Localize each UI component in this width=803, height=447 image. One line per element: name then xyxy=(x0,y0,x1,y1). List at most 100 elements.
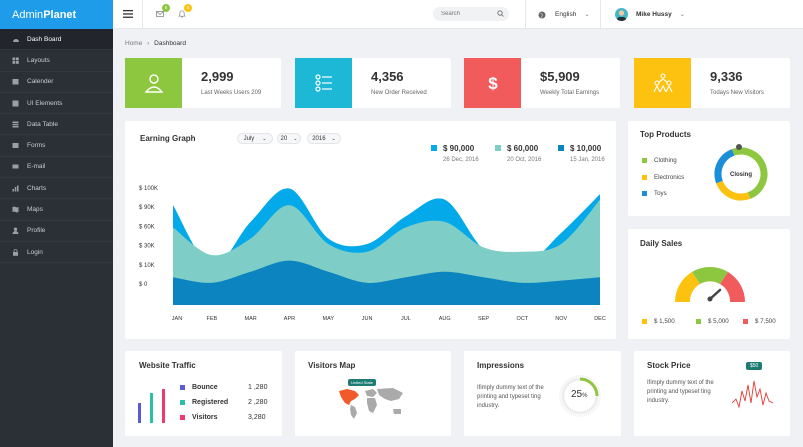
mail-badge: 5 xyxy=(162,3,170,12)
earning-legend-item: $ 60,000 20 Oct, 2016 xyxy=(495,144,541,163)
map-tooltip: United State xyxy=(348,379,377,386)
x-tick-label: NOV xyxy=(555,316,567,322)
legend-value: $ 90,000 xyxy=(443,144,475,153)
x-tick-label: APR xyxy=(284,316,295,322)
sidebar-item-maps[interactable]: Maps xyxy=(0,199,113,221)
sidebar-item-forms[interactable]: Forms xyxy=(0,135,113,157)
y-tick-label: $ 10K xyxy=(139,263,155,269)
stock-sparkline xyxy=(732,380,774,409)
impressions-title: Impressions xyxy=(477,361,525,370)
legend-swatch xyxy=(642,319,647,324)
year-value: 2016 xyxy=(312,135,326,142)
legend-date: 20 Oct, 2016 xyxy=(507,157,542,163)
user-menu[interactable]: Mike Hussy ⌄ xyxy=(600,0,803,29)
search-input[interactable] xyxy=(433,7,509,21)
chevron-down-icon: ⌄ xyxy=(584,12,590,18)
visitors-map-title: Visitors Map xyxy=(308,361,356,370)
traffic-label: Visitors xyxy=(192,414,218,421)
x-tick-label: AUG xyxy=(439,316,451,322)
year-select[interactable]: 2016 ⌄ xyxy=(307,133,341,144)
bell-icon xyxy=(178,10,186,18)
daily-sales-label: $ 1,500 xyxy=(654,318,675,325)
stat-icon-box: $ xyxy=(464,58,521,108)
daily-sales-gauge xyxy=(675,267,745,302)
x-tick-label: JUL xyxy=(401,316,411,322)
daily-sales-label: $ 5,000 xyxy=(708,318,729,325)
visitors-icon xyxy=(653,73,672,93)
stat-label: New Order Received xyxy=(371,90,427,96)
month-select[interactable]: July ⌄ xyxy=(237,133,273,144)
svg-text:$: $ xyxy=(488,74,498,93)
table-icon xyxy=(12,121,19,128)
sidebar-item-label: Data Table xyxy=(27,120,58,128)
legend-value: $ 10,000 xyxy=(570,144,602,153)
sidebar-item-calender[interactable]: Calender xyxy=(0,72,113,93)
sidebar-item-label: Layouts xyxy=(27,56,50,64)
user-avatar-icon xyxy=(617,10,626,21)
daily-sales-item: $ 7,500 xyxy=(743,318,776,325)
users-icon xyxy=(144,74,163,93)
sidebar-item-e-mail[interactable]: E-mail xyxy=(0,157,113,179)
sidebar-item-label: Profile xyxy=(27,227,46,235)
top-product-item: Electronics xyxy=(642,174,684,181)
visitors-map-card: Visitors Map United State xyxy=(295,351,451,436)
stat-value: 2,999 xyxy=(201,69,234,84)
sidebar-item-dash-board[interactable]: Dash Board xyxy=(0,29,113,51)
x-tick-label: MAR xyxy=(245,316,257,322)
impressions-card: Impressions Ifimply dummy text of the pr… xyxy=(464,351,621,436)
sidebar-item-profile[interactable]: Profile xyxy=(0,221,113,242)
language-label: English xyxy=(555,11,577,18)
breadcrumb: Home › Dashboard xyxy=(125,40,186,47)
mail-button[interactable]: 5 xyxy=(149,0,171,29)
world-map[interactable] xyxy=(337,385,407,421)
dashboard-icon xyxy=(13,38,19,42)
menu-toggle-button[interactable] xyxy=(113,0,143,29)
day-value: 20 xyxy=(280,135,288,142)
legend-swatch xyxy=(180,385,185,390)
stat-card: 9,336 Todays New Visitors xyxy=(634,58,790,108)
email-icon xyxy=(12,164,19,169)
stat-icon-box xyxy=(125,58,182,108)
search-icon[interactable] xyxy=(497,10,504,17)
stat-icon-box xyxy=(634,58,691,108)
stat-card: $ $5,909 Weekly Total Earnings xyxy=(464,58,620,108)
language-selector[interactable]: English ⌄ xyxy=(525,0,600,29)
traffic-value: 1 ,280 xyxy=(248,384,268,391)
y-tick-label: $ 60K xyxy=(139,224,155,230)
legend-swatch xyxy=(642,158,647,163)
legend-swatch xyxy=(180,400,185,405)
legend-swatch xyxy=(495,145,501,151)
chevron-down-icon: ⌄ xyxy=(262,135,267,142)
top-products-title: Top Products xyxy=(640,130,691,139)
sidebar-item-ui-elements[interactable]: UI Elements xyxy=(0,93,113,115)
earning-area-chart: $ 100K $ 90K $ 60K $ 30K $ 10K $ 0 JAN FEB MAR AP… xyxy=(139,186,606,322)
avatar xyxy=(615,8,628,21)
sidebar-item-charts[interactable]: Charts xyxy=(0,178,113,200)
ui-elements-icon xyxy=(12,100,19,107)
hamburger-icon xyxy=(122,10,133,18)
impressions-value: 25% xyxy=(571,389,587,400)
top-product-label: Clothing xyxy=(654,157,677,164)
legend-swatch xyxy=(696,319,701,324)
top-product-label: Toys xyxy=(654,190,667,197)
legend-swatch xyxy=(743,319,748,324)
sidebar-item-layouts[interactable]: Layouts xyxy=(0,50,113,72)
lock-icon xyxy=(13,248,18,256)
sidebar-item-login[interactable]: Login xyxy=(0,242,113,264)
legend-swatch xyxy=(431,145,437,151)
top-product-item: Toys xyxy=(642,190,667,197)
impressions-unit: % xyxy=(582,393,588,399)
x-tick-label: OCT xyxy=(517,316,529,322)
logo[interactable]: Admin Planet xyxy=(0,0,113,29)
notification-button[interactable]: 5 xyxy=(171,0,193,29)
chart-icon xyxy=(12,185,19,192)
day-select[interactable]: 20 ⌄ xyxy=(277,133,301,144)
sidebar-item-data-table[interactable]: Data Table xyxy=(0,114,113,136)
traffic-label: Bounce xyxy=(192,384,218,391)
stat-icon-box xyxy=(295,58,352,108)
legend-date: 15 Jan, 2016 xyxy=(570,157,605,163)
breadcrumb-home[interactable]: Home xyxy=(125,40,143,47)
sidebar-item-label: Charts xyxy=(27,184,47,192)
breadcrumb-separator: › xyxy=(147,40,150,47)
legend-swatch xyxy=(642,191,647,196)
